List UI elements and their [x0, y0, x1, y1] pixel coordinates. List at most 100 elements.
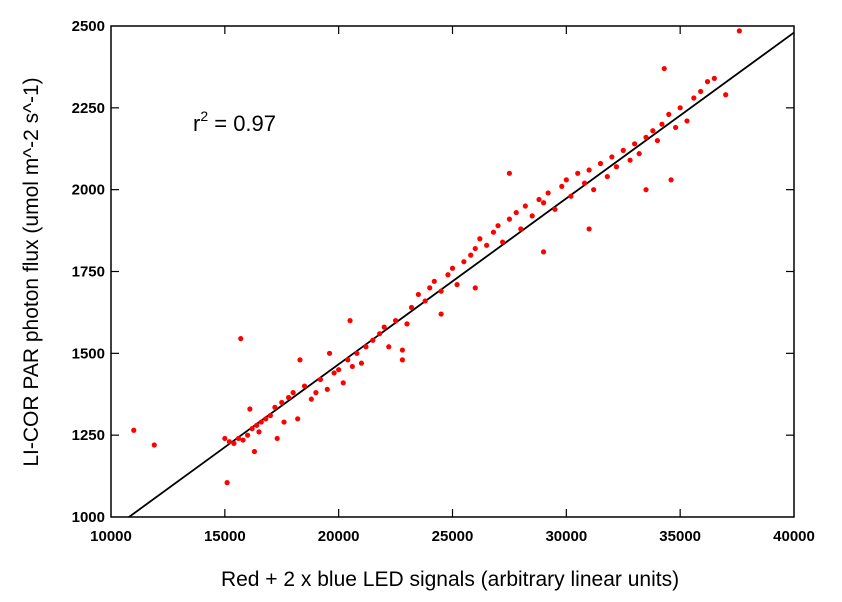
data-point	[263, 416, 269, 422]
data-point	[131, 427, 137, 433]
data-point	[438, 288, 444, 294]
regression-line-layer	[127, 31, 794, 517]
data-point	[559, 183, 565, 189]
data-point	[684, 118, 690, 124]
y-tick-label: 1000	[72, 509, 105, 526]
data-point	[274, 435, 280, 442]
data-point	[522, 203, 528, 209]
x-tick-label: 20000	[318, 528, 360, 545]
data-point	[563, 177, 569, 183]
x-tick-label: 10000	[90, 528, 132, 545]
data-point	[331, 370, 337, 376]
data-point	[295, 416, 301, 422]
data-point	[540, 200, 547, 206]
data-point	[591, 187, 597, 193]
data-point	[313, 390, 319, 396]
data-point	[666, 111, 672, 117]
x-tick-label: 25000	[432, 528, 474, 545]
data-point	[408, 304, 415, 311]
data-point	[643, 134, 649, 140]
data-point	[513, 209, 519, 216]
data-point	[226, 439, 232, 445]
data-point	[691, 95, 697, 101]
data-point	[620, 147, 626, 153]
data-point	[461, 259, 467, 265]
data-point	[449, 265, 456, 271]
data-point	[336, 367, 342, 373]
data-points-layer	[131, 28, 742, 486]
data-point	[386, 344, 392, 350]
data-point	[285, 394, 292, 401]
data-point	[247, 406, 253, 412]
data-point	[568, 193, 574, 199]
data-point	[643, 187, 649, 193]
data-point	[297, 357, 303, 363]
x-tick-label: 40000	[773, 528, 815, 545]
data-point	[354, 350, 360, 356]
plot-frame	[110, 25, 795, 518]
data-point	[454, 281, 460, 288]
data-point	[540, 249, 547, 255]
data-point	[438, 311, 444, 317]
data-point	[251, 448, 258, 455]
data-point	[324, 386, 330, 392]
data-point	[267, 412, 273, 419]
data-point	[256, 429, 262, 435]
data-point	[245, 432, 251, 438]
data-point	[415, 291, 421, 298]
data-point	[552, 206, 558, 212]
data-point	[597, 160, 604, 167]
y-tick-label: 2000	[72, 182, 105, 199]
data-point	[586, 226, 592, 232]
data-point	[422, 298, 428, 304]
data-point	[536, 196, 542, 203]
data-point	[477, 236, 483, 242]
data-point	[370, 337, 376, 343]
data-point	[613, 164, 620, 170]
data-point	[326, 350, 333, 356]
data-point	[506, 216, 513, 222]
data-point	[704, 79, 711, 85]
data-point	[345, 357, 351, 363]
y-tick-label: 2250	[72, 100, 105, 117]
y-axis-label: LI-COR PAR photon flux (umol m^-2 s^-1)	[20, 77, 43, 466]
data-point	[723, 92, 729, 98]
y-tick-label: 1750	[72, 264, 105, 281]
data-point	[222, 435, 228, 442]
y-tick-label: 2500	[72, 18, 105, 35]
data-point	[340, 380, 346, 386]
data-point	[224, 480, 230, 486]
data-point	[609, 154, 615, 160]
data-point	[604, 173, 610, 180]
data-point	[575, 170, 581, 176]
data-point	[249, 426, 255, 432]
data-point	[499, 239, 506, 245]
data-point	[381, 324, 387, 330]
data-point	[736, 28, 742, 34]
data-point	[240, 437, 246, 443]
data-point	[290, 390, 296, 396]
data-point	[661, 65, 667, 72]
data-point	[231, 440, 237, 446]
y-tick-label: 1250	[72, 427, 105, 444]
data-point	[301, 383, 308, 389]
data-point	[632, 141, 638, 147]
data-point	[495, 223, 501, 229]
data-point	[529, 213, 535, 219]
data-point	[472, 245, 478, 252]
data-point	[545, 190, 551, 196]
data-point	[349, 363, 355, 370]
data-point	[235, 435, 242, 442]
data-point	[673, 124, 679, 131]
data-point	[404, 321, 410, 327]
data-point	[281, 419, 287, 425]
data-point	[399, 347, 406, 353]
data-point	[272, 404, 278, 410]
data-point	[377, 331, 383, 337]
data-point	[484, 242, 490, 248]
x-axis-label: Red + 2 x blue LED signals (arbitrary li…	[221, 568, 679, 591]
data-point	[506, 170, 513, 176]
data-point	[698, 88, 704, 95]
data-point	[586, 167, 592, 173]
data-point	[399, 357, 406, 363]
